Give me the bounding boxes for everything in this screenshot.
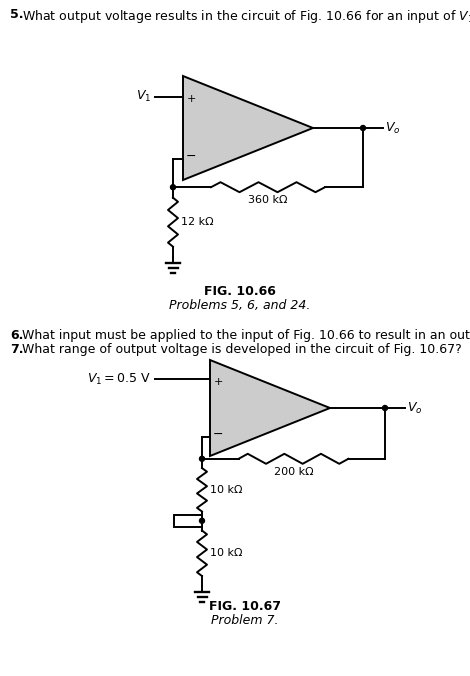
Text: FIG. 10.66: FIG. 10.66 bbox=[204, 285, 276, 298]
Text: 7.: 7. bbox=[10, 343, 24, 356]
Text: What range of output voltage is developed in the circuit of Fig. 10.67?: What range of output voltage is develope… bbox=[22, 343, 462, 356]
Circle shape bbox=[199, 518, 204, 523]
Text: 5.: 5. bbox=[10, 8, 24, 21]
Text: Problem 7.: Problem 7. bbox=[211, 614, 279, 627]
Text: 10 kΩ: 10 kΩ bbox=[210, 485, 243, 495]
Text: $V_1 = 0.5$ V: $V_1 = 0.5$ V bbox=[87, 372, 151, 387]
Text: +: + bbox=[213, 377, 223, 387]
Text: 360 kΩ: 360 kΩ bbox=[248, 195, 288, 206]
Text: Problems 5, 6, and 24.: Problems 5, 6, and 24. bbox=[169, 299, 311, 312]
Circle shape bbox=[199, 456, 204, 461]
Text: FIG. 10.67: FIG. 10.67 bbox=[209, 600, 281, 613]
Circle shape bbox=[383, 406, 387, 410]
Text: $V_1$: $V_1$ bbox=[136, 89, 151, 104]
Circle shape bbox=[360, 126, 366, 130]
Text: 10 kΩ: 10 kΩ bbox=[210, 548, 243, 558]
Text: 6.: 6. bbox=[10, 329, 24, 342]
Text: What output voltage results in the circuit of Fig. 10.66 for an input of $V_1 = : What output voltage results in the circu… bbox=[22, 8, 470, 25]
Text: −: − bbox=[213, 428, 223, 441]
Text: $V_o$: $V_o$ bbox=[407, 400, 423, 416]
Text: 200 kΩ: 200 kΩ bbox=[274, 467, 313, 477]
FancyBboxPatch shape bbox=[174, 515, 202, 527]
Polygon shape bbox=[210, 360, 330, 456]
Circle shape bbox=[171, 185, 175, 190]
Text: +: + bbox=[186, 95, 196, 104]
Text: −: − bbox=[186, 150, 196, 163]
Text: What input must be applied to the input of Fig. 10.66 to result in an output of : What input must be applied to the input … bbox=[22, 329, 470, 342]
Polygon shape bbox=[183, 76, 313, 180]
Text: 12 kΩ: 12 kΩ bbox=[181, 217, 214, 227]
Text: $V_o$: $V_o$ bbox=[385, 120, 400, 136]
